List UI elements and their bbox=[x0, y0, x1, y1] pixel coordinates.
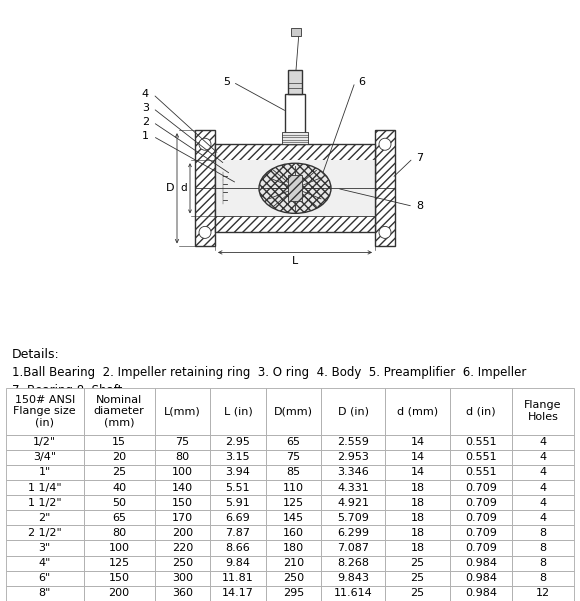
Circle shape bbox=[379, 227, 391, 239]
Bar bbox=[285, 94, 305, 144]
Ellipse shape bbox=[259, 163, 331, 213]
Text: L: L bbox=[292, 257, 298, 266]
Text: 8: 8 bbox=[416, 201, 423, 212]
Bar bbox=[291, 28, 301, 36]
Text: 7: 7 bbox=[416, 153, 423, 163]
Text: 3: 3 bbox=[142, 103, 149, 113]
Circle shape bbox=[199, 227, 211, 239]
Text: 2: 2 bbox=[142, 117, 149, 127]
Bar bbox=[215, 216, 375, 233]
Text: 1.Ball Bearing  2. Impeller retaining ring  3. O ring  4. Body  5. Preamplifier : 1.Ball Bearing 2. Impeller retaining rin… bbox=[12, 366, 526, 379]
Text: 1: 1 bbox=[142, 131, 149, 141]
Text: 5: 5 bbox=[223, 77, 230, 87]
Bar bbox=[195, 130, 215, 246]
Bar bbox=[375, 130, 395, 246]
Circle shape bbox=[199, 138, 211, 150]
Bar bbox=[288, 70, 302, 94]
Text: 7. Bearing 8. Shaft: 7. Bearing 8. Shaft bbox=[12, 384, 122, 397]
Text: Details:: Details: bbox=[12, 347, 59, 361]
Text: d: d bbox=[181, 183, 187, 194]
Text: 6: 6 bbox=[358, 77, 365, 87]
Text: D: D bbox=[166, 183, 174, 194]
Bar bbox=[215, 160, 375, 216]
Bar bbox=[215, 144, 375, 160]
Bar bbox=[288, 175, 302, 201]
Bar bbox=[282, 132, 308, 144]
Bar bbox=[215, 144, 375, 233]
Text: 4: 4 bbox=[142, 89, 149, 99]
Circle shape bbox=[379, 138, 391, 150]
